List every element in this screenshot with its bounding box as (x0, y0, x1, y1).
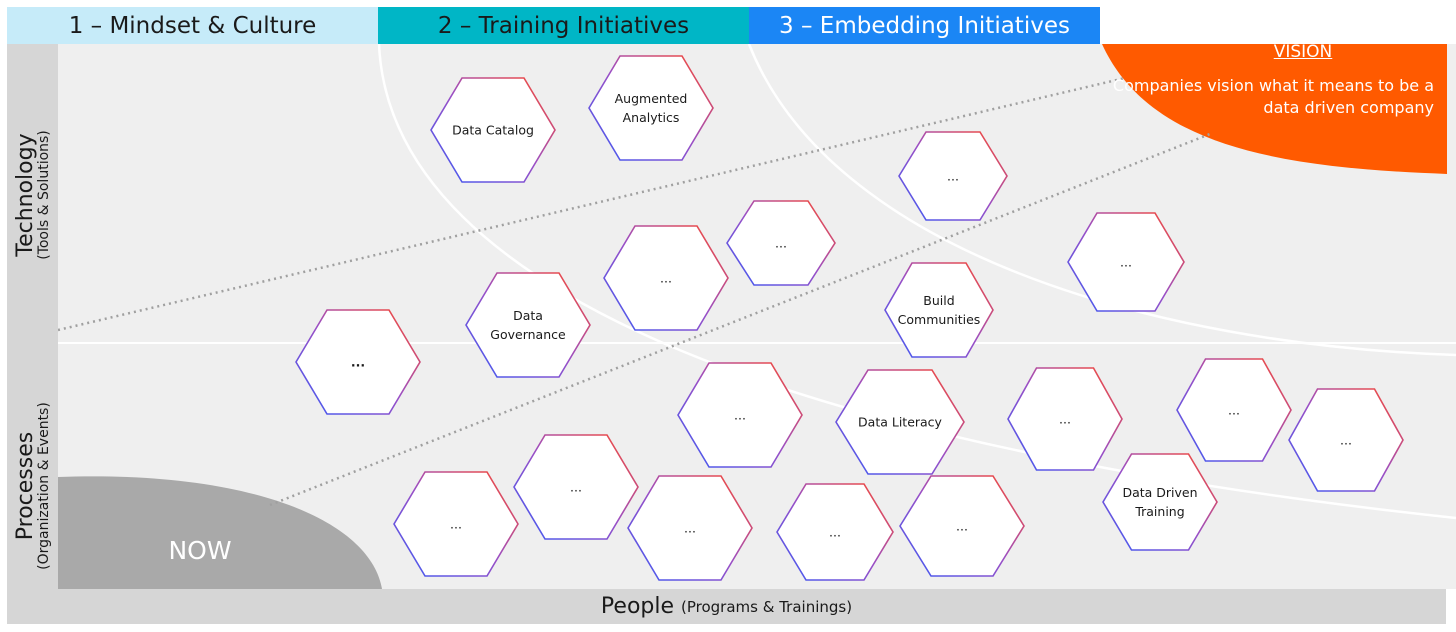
trajectory-line-lower (269, 132, 1211, 507)
hexagon-shape (1067, 212, 1185, 312)
people-axis-subtitle: (Programs & Trainings) (681, 597, 853, 616)
phase-header-mindset: 1 – Mindset & Culture (7, 7, 378, 44)
trajectory-line-upper (57, 76, 1126, 332)
people-axis-bar: People (Programs & Trainings) (7, 589, 1446, 624)
hexagon-label: ... (829, 524, 841, 540)
phase-header-training: 2 – Training Initiatives (378, 7, 749, 44)
hexagon-label: ... (1228, 402, 1240, 418)
hexagon-label: Data Catalog (452, 122, 534, 138)
hexagon-label: ... (350, 354, 366, 370)
phase-boundary-curve-2 (747, 43, 1456, 357)
processes-axis-title: Processes (13, 431, 39, 541)
vertical-axis-bar (7, 44, 58, 589)
hexagon-shape (884, 262, 994, 358)
hexagon-label: Augmented Analytics (614, 91, 688, 125)
hexagon-shape (677, 362, 803, 468)
phase-header-embedding: 3 – Embedding Initiatives (749, 7, 1100, 44)
people-axis-title: People (600, 594, 675, 619)
hexagon-label: Data Governance (490, 308, 566, 342)
hexagon-layer (295, 55, 1404, 581)
hexagon-shape (898, 131, 1008, 221)
hexagon-label: ... (450, 516, 462, 532)
now-shape (58, 476, 382, 589)
hexagon-shape (726, 200, 836, 286)
hexagon-label: Data Literacy (858, 414, 942, 430)
hexagon-shape (1102, 453, 1218, 551)
now-label: NOW (168, 536, 232, 565)
hexagon-label: ... (1340, 432, 1352, 448)
hexagon-shape (465, 272, 591, 378)
hexagon-shape (513, 434, 639, 540)
hexagon-label: ... (684, 520, 696, 536)
hexagon-label: Build Communities (897, 293, 981, 327)
hexagon-label: ... (1059, 411, 1071, 427)
processes-axis-subtitle: (Organization & Events) (36, 402, 53, 570)
vision-box: VISION Companies vision what it means to… (1108, 42, 1448, 119)
vision-shape (1102, 44, 1447, 174)
technology-axis-label: Technology (Tools & Solutions) (13, 130, 53, 260)
hexagon-shape (1288, 388, 1404, 492)
processes-axis-label: Processes (Organization & Events) (13, 402, 53, 570)
vision-title: VISION (1273, 42, 1333, 62)
hexagon-label: ... (1120, 254, 1132, 270)
hexagon-shape (627, 475, 753, 581)
vision-description: Companies vision what it means to be a d… (1112, 76, 1434, 117)
hexagon-shape (430, 77, 556, 183)
hexagon-shape (835, 369, 965, 475)
hexagon-shape (776, 483, 894, 581)
hexagon-shape (1007, 367, 1123, 471)
hexagon-shape (1176, 358, 1292, 462)
hexagon-label: ... (734, 407, 746, 423)
technology-axis-title: Technology (13, 133, 39, 257)
hexagon-shape (393, 471, 519, 577)
hexagon-label: ... (660, 270, 672, 286)
hexagon-label: ... (570, 479, 582, 495)
hexagon-label: Data Driven Training (1122, 485, 1198, 519)
hexagon-shape (603, 225, 729, 331)
hexagon-shape (588, 55, 714, 161)
technology-axis-subtitle: (Tools & Solutions) (36, 130, 53, 260)
hexagon-shape (899, 475, 1025, 577)
hexagon-label: ... (947, 168, 959, 184)
hexagon-label: ... (775, 235, 787, 251)
hexagon-shape (295, 309, 421, 415)
hexagon-label: ... (956, 518, 968, 534)
